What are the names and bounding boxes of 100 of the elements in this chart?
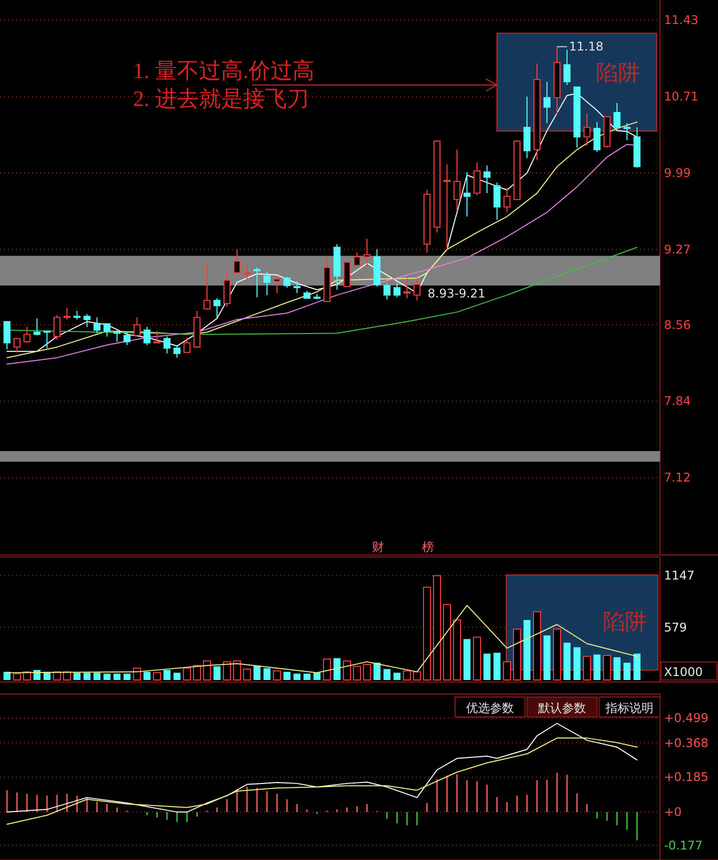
candlestick: [474, 162, 480, 196]
candlestick: [524, 96, 530, 159]
bar: [153, 672, 161, 680]
candlestick: [134, 316, 140, 337]
bar: [374, 662, 380, 680]
y-tick-label: 10.71: [664, 90, 698, 104]
candlestick: [164, 336, 170, 354]
bar: [503, 661, 511, 680]
candlestick: [274, 278, 280, 294]
y-tick-label: 9.99: [664, 166, 691, 180]
candlestick: [594, 122, 600, 152]
bar: [453, 619, 461, 680]
candlestick: [114, 330, 120, 342]
y-tick-label: 8.56: [664, 318, 691, 332]
bar: [524, 620, 530, 680]
candlestick: [284, 276, 290, 288]
candlestick: [454, 149, 460, 211]
candlestick: [64, 307, 70, 320]
bar: [594, 654, 600, 680]
bar: [413, 671, 421, 680]
candlestick: [234, 248, 240, 274]
bar: [583, 656, 591, 680]
bar: [634, 654, 640, 680]
candlestick: [144, 326, 150, 346]
bar: [74, 672, 80, 680]
bar: [214, 666, 220, 680]
bar: [614, 657, 620, 680]
y-tick-label: 11.43: [664, 13, 698, 28]
candlestick: [94, 316, 100, 334]
candlestick: [154, 330, 160, 344]
y-tick-label: 7.84: [664, 394, 691, 408]
candlestick: [494, 182, 500, 220]
candlestick: [244, 264, 250, 281]
bar: [144, 672, 150, 680]
candlestick: [394, 282, 400, 298]
bar: [34, 670, 40, 680]
bar: [513, 628, 521, 680]
bar: [193, 664, 201, 680]
bar: [243, 668, 251, 680]
bar: [334, 658, 340, 680]
bar: [294, 674, 300, 680]
bar: [473, 636, 481, 680]
bar: [104, 674, 110, 680]
bar: [94, 672, 100, 680]
candlestick: [294, 280, 300, 294]
candlestick: [224, 270, 230, 308]
candlestick: [174, 346, 180, 358]
bar: [484, 654, 490, 680]
bar: [494, 652, 500, 680]
bar: [84, 672, 90, 680]
y-tick-label: +0.499: [664, 711, 708, 726]
candlestick: [254, 266, 260, 298]
bar: [403, 670, 411, 680]
annotation: 指标说明: [604, 701, 654, 715]
candlestick: [184, 337, 190, 353]
bar: [394, 672, 400, 680]
bar: [564, 642, 570, 680]
candlestick: [124, 332, 130, 346]
candlestick: [484, 165, 490, 194]
bar: [124, 674, 130, 680]
bar: [553, 628, 561, 680]
bar: [233, 660, 241, 680]
candlestick: [84, 314, 90, 328]
annotation: 优选参数: [466, 701, 514, 715]
candlestick: [54, 314, 60, 340]
y-tick-label: -0.177: [664, 838, 703, 852]
bar: [174, 672, 180, 680]
bar: [433, 575, 441, 680]
line-series: [6, 722, 638, 813]
candlestick: [404, 278, 410, 299]
annotation: 默认参数: [537, 701, 586, 715]
bar: [423, 586, 431, 680]
bar: [464, 639, 470, 680]
bar: [353, 666, 361, 680]
candlestick: [444, 164, 450, 250]
annotation: 11.18: [569, 40, 604, 54]
candlestick: [544, 81, 550, 124]
annotation: 1. 量不过高.价过高: [133, 58, 314, 83]
bar: [363, 664, 371, 680]
candlestick: [624, 122, 630, 141]
candlestick: [104, 323, 110, 337]
bar: [133, 668, 141, 680]
annotation: 榜: [422, 540, 434, 554]
candlestick: [364, 238, 370, 267]
y-tick-label: 579: [664, 620, 687, 634]
y-tick-label: +0.368: [664, 736, 708, 750]
candlestick: [564, 49, 570, 86]
bar: [443, 604, 451, 680]
bar: [624, 662, 630, 680]
candlestick: [204, 262, 210, 310]
line-series: [6, 738, 638, 825]
candlestick: [14, 338, 20, 353]
bar: [164, 670, 170, 680]
annotation: 陷阱: [596, 60, 640, 85]
candlestick: [24, 326, 30, 344]
y-tick-label: 1147: [664, 568, 695, 583]
bar: [284, 672, 290, 680]
bar: [4, 672, 10, 680]
y-tick-label: 7.12: [664, 470, 691, 485]
candlestick: [614, 102, 620, 132]
